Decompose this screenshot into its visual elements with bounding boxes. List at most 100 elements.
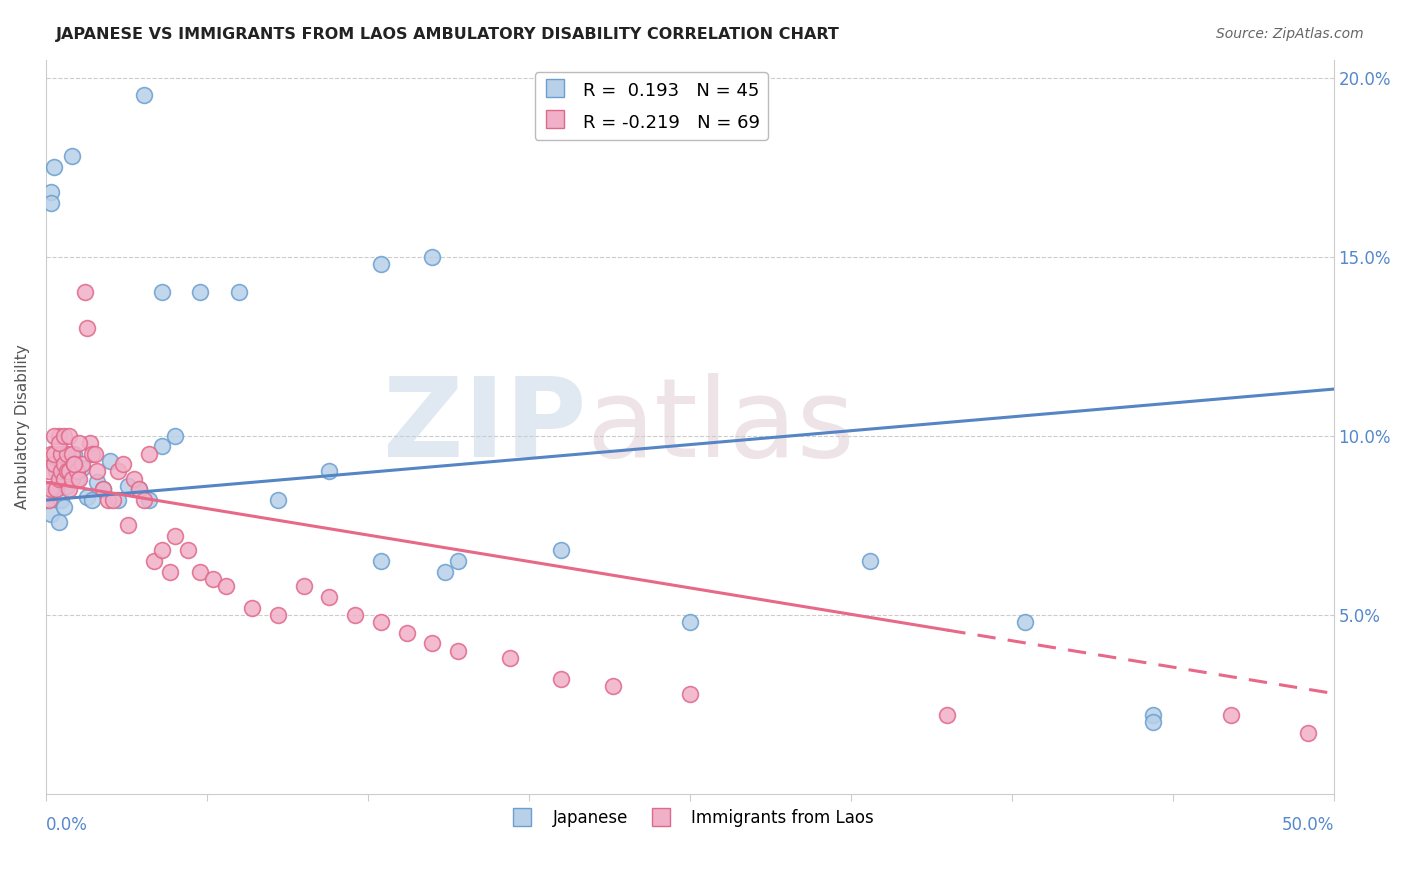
Legend: Japanese, Immigrants from Laos: Japanese, Immigrants from Laos — [499, 802, 880, 833]
Point — [51, 446, 73, 460]
Point — [267, 493, 290, 508]
Text: ZIP: ZIP — [384, 373, 586, 480]
Point — [143, 554, 166, 568]
Point — [434, 565, 457, 579]
Point — [679, 686, 702, 700]
Point — [679, 615, 702, 629]
Text: Source: ZipAtlas.com: Source: ZipAtlas.com — [1216, 27, 1364, 41]
Point — [55, 446, 77, 460]
Point — [42, 160, 65, 174]
Point — [318, 465, 340, 479]
Text: atlas: atlas — [586, 373, 855, 480]
Point — [73, 285, 96, 300]
Point — [76, 490, 98, 504]
Point — [39, 185, 62, 199]
Text: 50.0%: 50.0% — [1281, 816, 1334, 834]
Point — [82, 446, 104, 460]
Point — [370, 554, 392, 568]
Point — [70, 461, 93, 475]
Point — [63, 446, 86, 460]
Point — [60, 472, 83, 486]
Point — [1014, 615, 1036, 629]
Point — [1219, 708, 1241, 723]
Point — [48, 515, 70, 529]
Point — [48, 472, 70, 486]
Point — [51, 493, 73, 508]
Point — [228, 285, 250, 300]
Point — [58, 483, 80, 497]
Point — [202, 572, 225, 586]
Point — [150, 439, 173, 453]
Point — [53, 500, 76, 515]
Point — [79, 435, 101, 450]
Point — [66, 472, 89, 486]
Point — [117, 479, 139, 493]
Point — [60, 149, 83, 163]
Point — [395, 625, 418, 640]
Point — [39, 483, 62, 497]
Point — [128, 483, 150, 497]
Point — [1142, 708, 1164, 723]
Point — [38, 493, 60, 508]
Point — [42, 446, 65, 460]
Point — [86, 475, 108, 490]
Point — [176, 543, 198, 558]
Point — [447, 554, 470, 568]
Point — [48, 428, 70, 442]
Point — [602, 679, 624, 693]
Point — [42, 428, 65, 442]
Point — [60, 446, 83, 460]
Point — [107, 465, 129, 479]
Point — [51, 465, 73, 479]
Point — [132, 493, 155, 508]
Point — [122, 472, 145, 486]
Point — [63, 458, 86, 472]
Point — [1142, 715, 1164, 730]
Point — [163, 428, 186, 442]
Point — [498, 650, 520, 665]
Point — [55, 465, 77, 479]
Point — [45, 465, 67, 479]
Point — [39, 195, 62, 210]
Point — [97, 493, 120, 508]
Point — [69, 472, 91, 486]
Point — [163, 529, 186, 543]
Point — [101, 493, 124, 508]
Point — [76, 321, 98, 335]
Point — [91, 483, 114, 497]
Point — [267, 607, 290, 622]
Point — [42, 458, 65, 472]
Point — [48, 435, 70, 450]
Point — [150, 543, 173, 558]
Point — [370, 615, 392, 629]
Point — [343, 607, 366, 622]
Point — [190, 285, 212, 300]
Point — [420, 250, 443, 264]
Text: JAPANESE VS IMMIGRANTS FROM LAOS AMBULATORY DISABILITY CORRELATION CHART: JAPANESE VS IMMIGRANTS FROM LAOS AMBULAT… — [56, 27, 841, 42]
Point — [107, 493, 129, 508]
Point — [112, 458, 135, 472]
Point — [58, 472, 80, 486]
Point — [83, 446, 105, 460]
Point — [86, 465, 108, 479]
Point — [55, 479, 77, 493]
Point — [58, 465, 80, 479]
Y-axis label: Ambulatory Disability: Ambulatory Disability — [15, 344, 30, 509]
Point — [859, 554, 882, 568]
Point — [292, 579, 315, 593]
Point — [138, 493, 160, 508]
Point — [447, 643, 470, 657]
Point — [128, 483, 150, 497]
Point — [39, 446, 62, 460]
Point — [66, 465, 89, 479]
Text: 0.0%: 0.0% — [46, 816, 87, 834]
Point — [38, 493, 60, 508]
Point — [550, 543, 572, 558]
Point — [936, 708, 959, 723]
Point — [1296, 726, 1319, 740]
Point — [82, 493, 104, 508]
Point — [42, 483, 65, 497]
Point — [53, 458, 76, 472]
Point — [550, 672, 572, 686]
Point — [38, 465, 60, 479]
